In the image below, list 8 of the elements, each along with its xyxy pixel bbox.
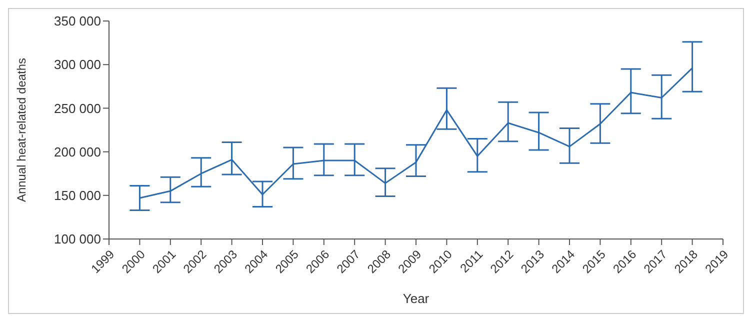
x-axis-title: Year	[402, 291, 430, 306]
y-tick-label: 300 000	[54, 57, 101, 72]
y-tick-label: 100 000	[54, 232, 101, 247]
y-axis-title: Annual heat-related deaths	[14, 58, 28, 202]
y-tick-label: 250 000	[54, 100, 101, 116]
y-tick-label: 350 000	[54, 14, 101, 29]
y-tick-label: 200 000	[54, 144, 101, 160]
y-tick-label: 150 000	[54, 188, 101, 204]
